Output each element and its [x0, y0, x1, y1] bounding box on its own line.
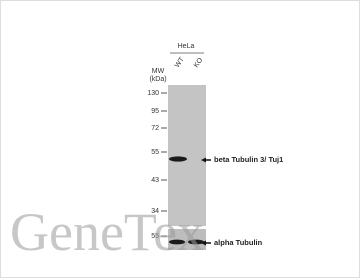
band [169, 156, 187, 161]
target-label: alpha Tubulin [214, 238, 263, 247]
mw-label: MW [152, 68, 165, 75]
figure: HeLa WT KO MW (kDa) 130 95 72 55 43 34 5… [0, 0, 360, 278]
marker-label: 130 [147, 90, 159, 97]
target-label: beta Tubulin 3/ Tuj1 [214, 155, 283, 164]
marker-label: 72 [151, 125, 159, 132]
mw-label: (kDa) [149, 76, 166, 83]
watermark: GeneTex [10, 202, 204, 262]
marker-label: 95 [151, 108, 159, 115]
marker-label: 43 [151, 177, 159, 184]
marker-label: 55 [151, 149, 159, 156]
cell-line: HeLa [178, 43, 195, 50]
